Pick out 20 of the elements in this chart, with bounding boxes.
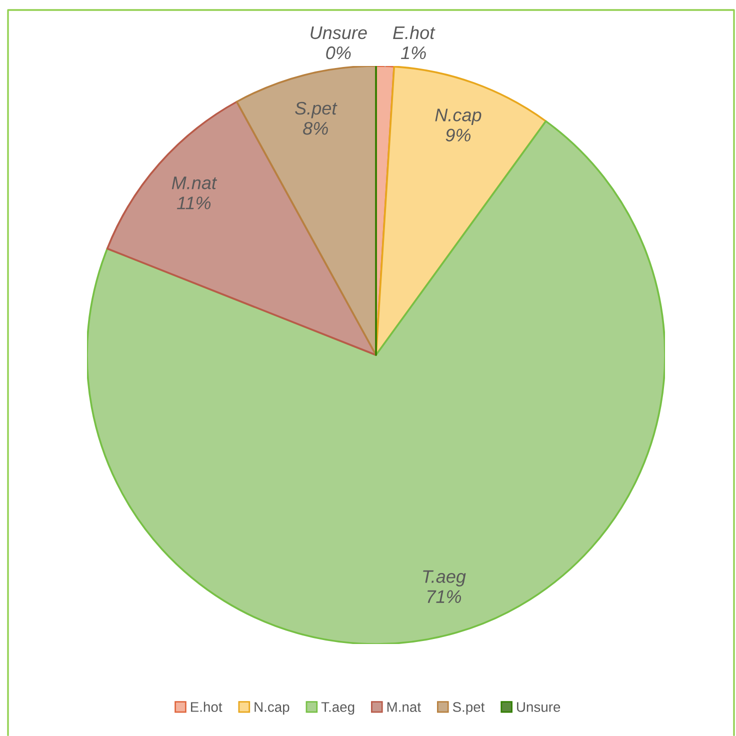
slice-label: S.pet xyxy=(295,102,338,118)
data-label: 11% xyxy=(176,196,211,210)
data-label: 8% xyxy=(303,122,328,135)
legend-label: E.hot xyxy=(191,702,222,712)
data-label: 9% xyxy=(446,128,471,142)
slice-label: N.cap xyxy=(435,108,482,125)
slice-label: M.nat xyxy=(172,176,218,190)
data-label: 71% xyxy=(428,590,462,603)
legend-label: N.cap xyxy=(254,702,290,715)
pie-slice xyxy=(106,100,377,356)
pie-slice xyxy=(236,66,377,356)
slice-label: E.hot xyxy=(393,26,436,40)
legend-label: Unsure xyxy=(517,702,560,712)
category-label: Unsure xyxy=(310,26,367,40)
text: 0% xyxy=(326,46,351,60)
data-label: 1% xyxy=(400,46,426,60)
legend-label: S.pet xyxy=(452,702,485,715)
legend-label: M.nat xyxy=(387,702,421,712)
slice-label: T.aeg xyxy=(423,570,466,586)
legend-label: T.aeg xyxy=(321,702,354,715)
